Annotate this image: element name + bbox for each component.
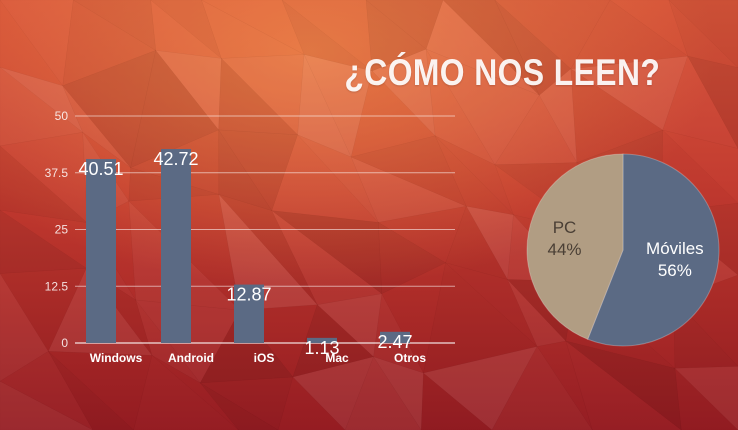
device-pie-chart: Móviles 56% PC 44%: [526, 153, 720, 347]
bar-value-label: 2.47: [377, 332, 412, 352]
x-category-label: Windows: [90, 351, 143, 365]
pie-slice-percent: 44%: [548, 240, 582, 259]
bar-value-label: 42.72: [153, 149, 198, 169]
bar: [307, 337, 337, 343]
bar: [380, 331, 410, 343]
x-category-label: Otros: [394, 351, 426, 365]
slide-title: ¿CÓMO NOS LEEN?: [344, 52, 660, 93]
pie-slice: [587, 153, 720, 347]
pie-slice-percent: 56%: [658, 261, 692, 280]
bar: [234, 284, 264, 343]
bar-value-label: 12.87: [226, 285, 271, 305]
x-category-label: iOS: [254, 351, 275, 365]
bar-value-label: 1.13: [304, 338, 339, 358]
os-bar-chart: 0 12.5 25 37.5 50 40.51 Windows 42.72 Android 12.…: [45, 109, 426, 365]
pie-slice-name: Móviles: [646, 239, 704, 258]
bar-value-label: 40.51: [78, 159, 123, 179]
pie-slice: [526, 153, 624, 340]
bar: [161, 149, 191, 343]
bar: [86, 159, 116, 343]
pie-slice-name: PC: [553, 218, 577, 237]
y-tick-label: 50: [55, 109, 69, 123]
y-tick-label: 37.5: [45, 166, 69, 180]
y-tick-label: 0: [61, 336, 68, 350]
y-tick-label: 25: [55, 223, 69, 237]
x-category-label: Android: [168, 351, 214, 365]
y-tick-label: 12.5: [45, 279, 69, 293]
x-category-label: Mac: [325, 351, 349, 365]
